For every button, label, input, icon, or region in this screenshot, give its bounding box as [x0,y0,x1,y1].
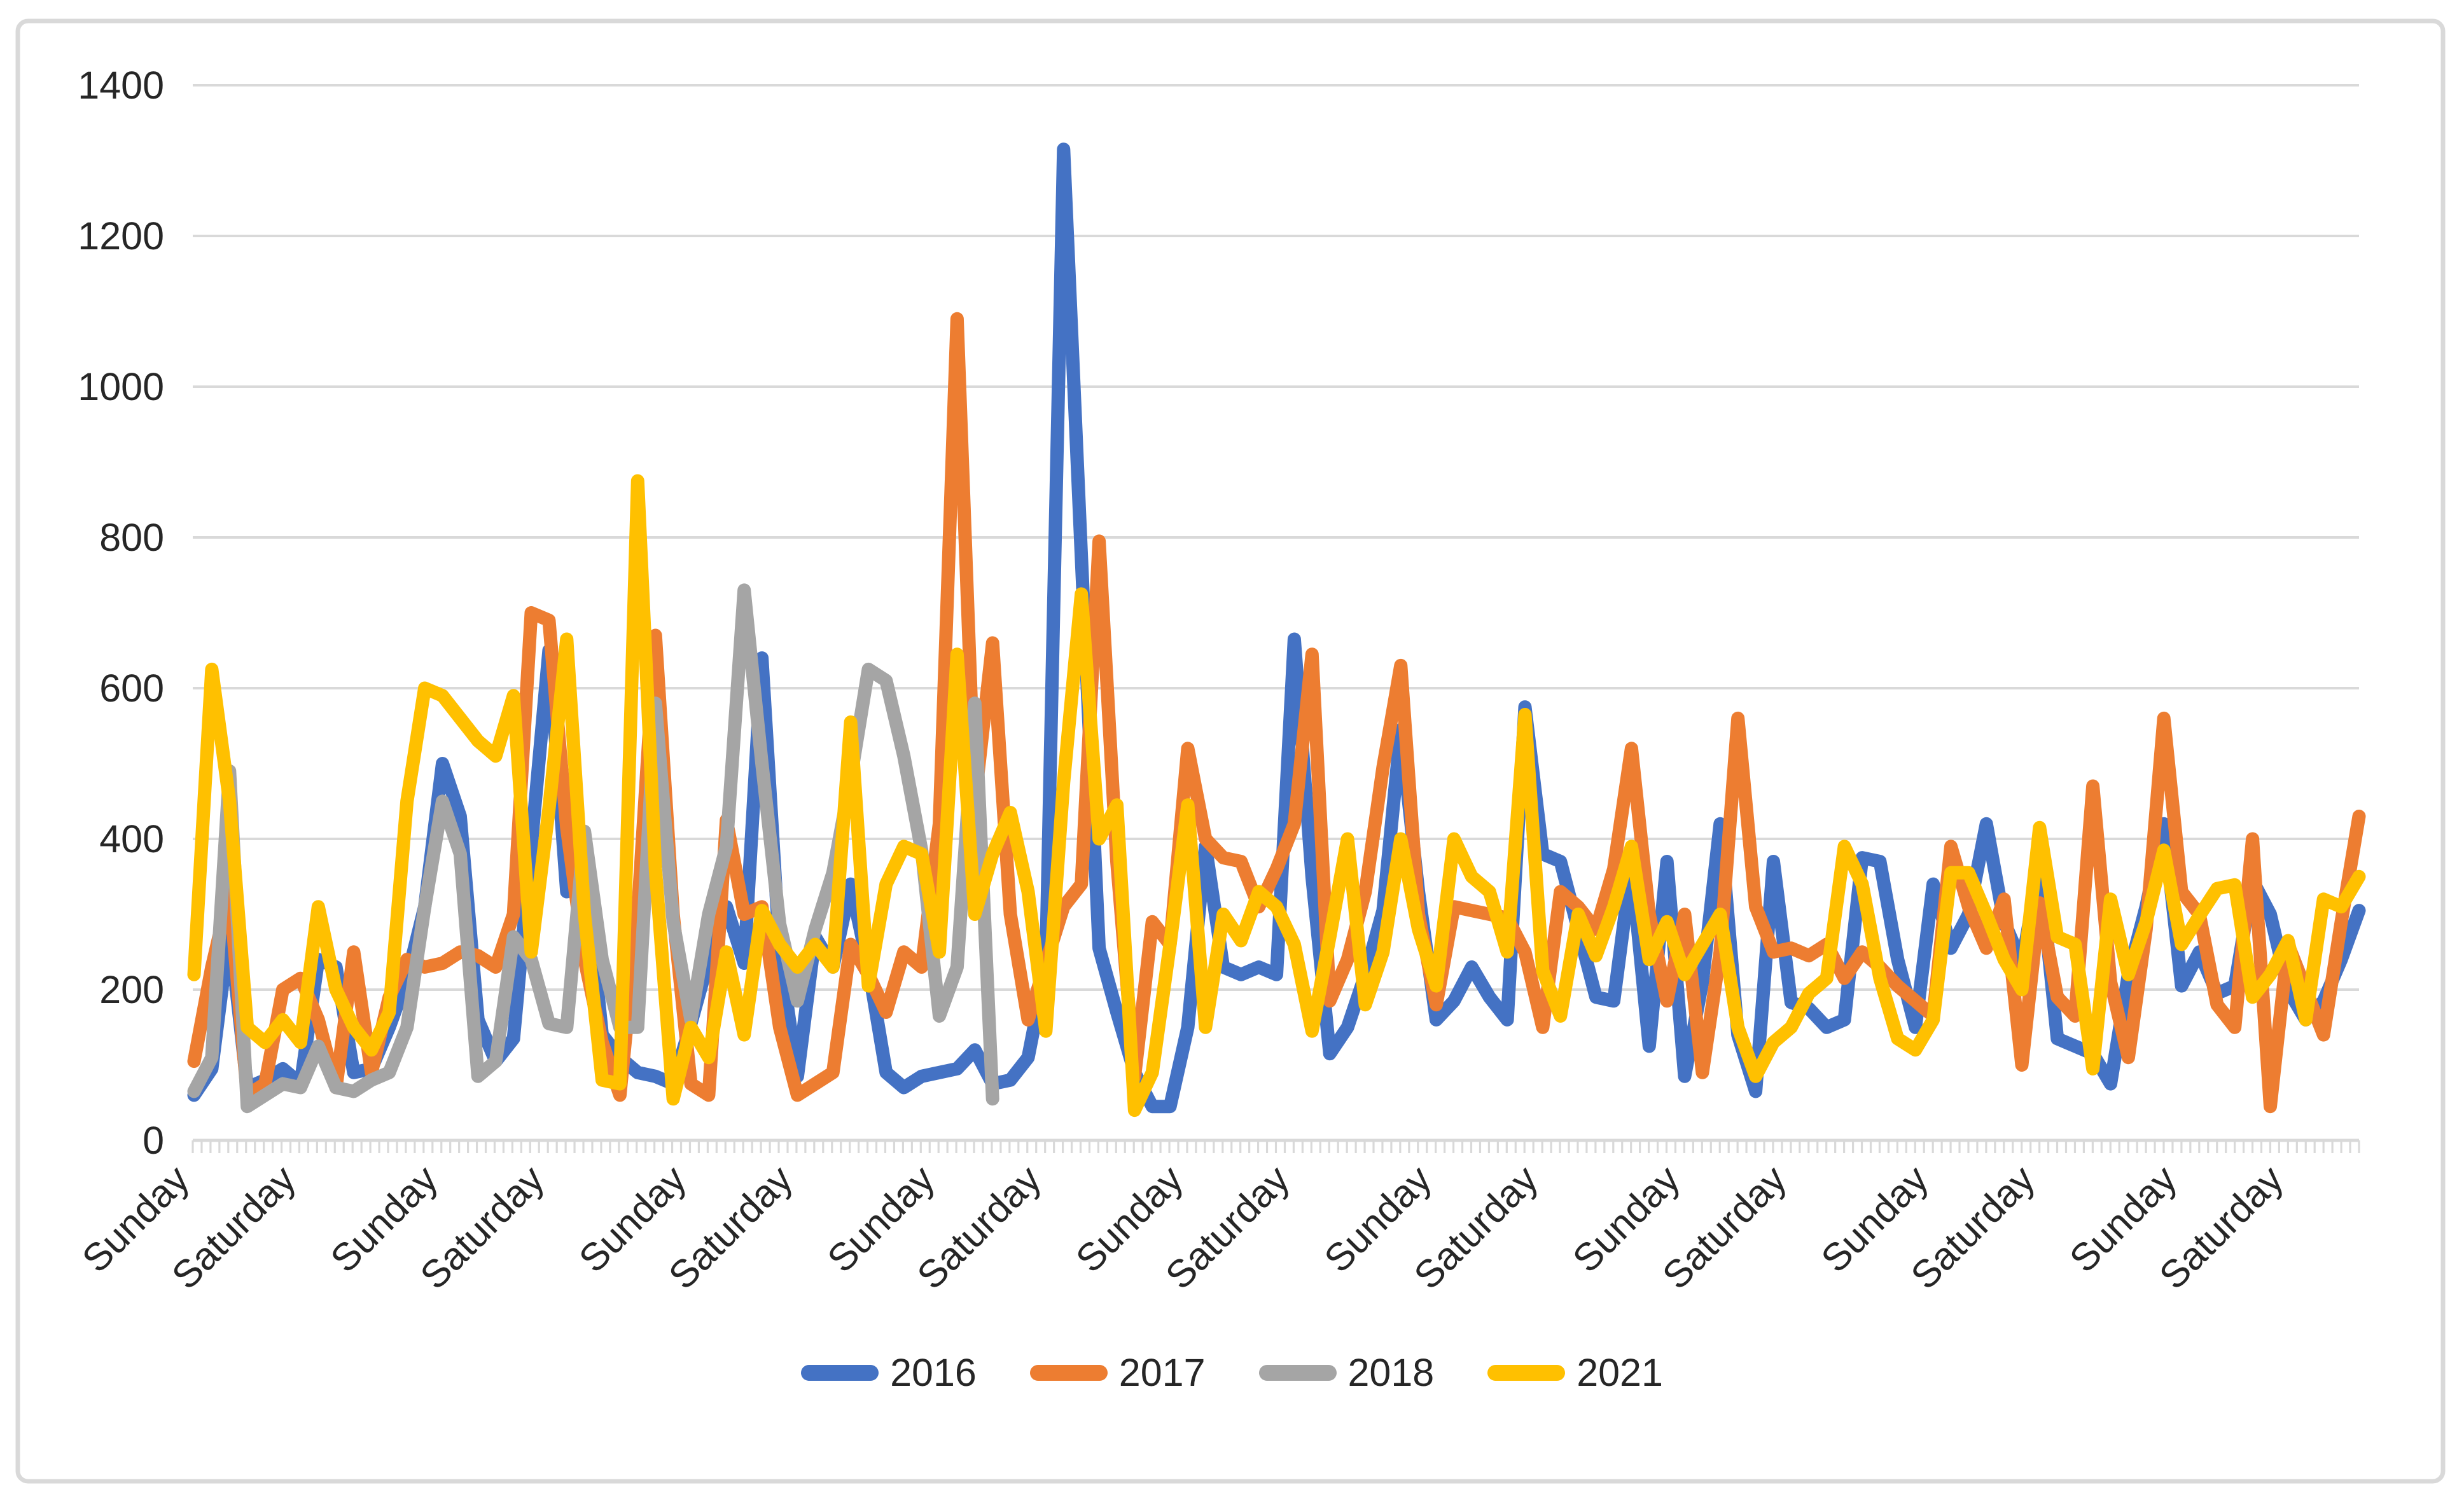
legend-label: 2016 [890,1351,977,1394]
legend-label: 2017 [1118,1351,1206,1394]
y-axis-label: 1000 [78,365,164,408]
y-axis-label: 1400 [78,64,164,107]
y-axis-label: 200 [99,968,164,1011]
legend-swatch-2021 [1487,1365,1566,1381]
y-axis-label: 600 [99,667,164,710]
legend-swatch-2016 [801,1365,879,1381]
chart-border [15,18,2446,1484]
legend-item-2017: 2017 [1029,1351,1206,1394]
legend-label: 2021 [1577,1351,1663,1394]
legend-swatch-2018 [1258,1365,1337,1381]
series-line-2018 [187,583,999,1114]
legend-item-2016: 2016 [801,1353,977,1392]
y-axis-label: 1200 [78,214,164,258]
y-axis-label: 0 [143,1119,164,1162]
legend-item-2018: 2018 [1258,1351,1435,1394]
legend-item-2021: 2021 [1487,1353,1663,1392]
series-line-2021 [187,474,2366,1117]
y-axis-label: 400 [99,817,164,861]
chart-legend: 2016 2017 2018 2021 [0,1353,2464,1392]
legend-swatch-2017 [1029,1365,1108,1381]
legend-label: 2018 [1347,1351,1435,1394]
y-axis-label: 800 [99,516,164,559]
